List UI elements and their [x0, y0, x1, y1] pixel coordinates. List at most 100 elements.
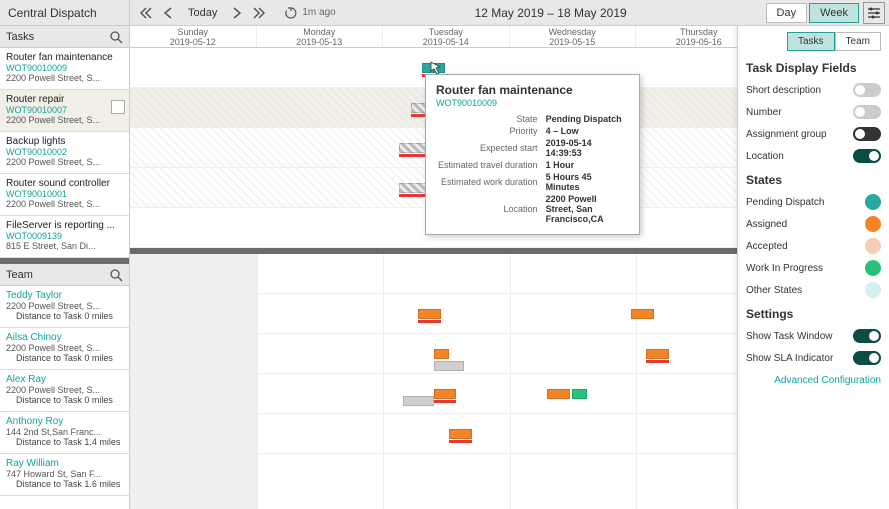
task-list: Router fan maintenance WOT90010009 2200 …	[0, 48, 129, 258]
state-label: Other States	[746, 285, 802, 296]
task-title: Router sound controller	[6, 178, 123, 189]
task-title: Router fan maintenance	[6, 52, 123, 63]
task-item[interactable]: Router repair WOT90010007 2200 Powell St…	[0, 90, 129, 132]
search-icon[interactable]	[109, 30, 123, 44]
team-member-name: Anthony Roy	[6, 416, 123, 427]
settings-tab-tasks[interactable]: Tasks	[787, 32, 835, 51]
display-field-label: Short description	[746, 85, 821, 96]
task-title: Backup lights	[6, 136, 123, 147]
team-member-location: 144 2nd St,San Franc...	[6, 427, 123, 437]
task-item[interactable]: FileServer is reporting ... WOT0009139 8…	[0, 216, 129, 258]
team-member-distance: Distance to Task 0 miles	[6, 311, 123, 321]
team-member-distance: Distance to Task 1.6 miles	[6, 479, 123, 489]
date-range: 12 May 2019 – 18 May 2019	[336, 6, 766, 20]
tooltip-field-value: 2200 Powell Street, San Francisco,CA	[546, 194, 627, 224]
team-panel-header: Team	[0, 264, 129, 286]
state-label: Pending Dispatch	[746, 197, 824, 208]
team-task-bar[interactable]	[547, 389, 570, 399]
toggle-switch[interactable]	[853, 105, 881, 119]
task-title: FileServer is reporting ...	[6, 220, 123, 231]
refresh-icon[interactable]	[285, 7, 297, 19]
task-item[interactable]: Backup lights WOT90010002 2200 Powell St…	[0, 132, 129, 174]
settings-tab-team[interactable]: Team	[835, 32, 881, 51]
settings-title: Settings	[746, 307, 881, 321]
toggle-switch[interactable]	[853, 149, 881, 163]
team-item[interactable]: Anthony Roy 144 2nd St,San Franc... Dist…	[0, 412, 129, 454]
team-member-name: Teddy Taylor	[6, 290, 123, 301]
tooltip-number: WOT90010009	[436, 98, 629, 108]
view-week-button[interactable]: Week	[809, 3, 859, 23]
state-color-dot	[865, 260, 881, 276]
team-task-bar[interactable]	[434, 361, 464, 371]
team-task-bar[interactable]	[418, 309, 441, 319]
settings-toggle-icon[interactable]	[863, 2, 885, 24]
team-member-location: 747 Howard St, San F...	[6, 469, 123, 479]
task-location: 2200 Powell Street, S...	[6, 157, 123, 167]
tasks-panel-header: Tasks	[0, 26, 129, 48]
toggle-switch[interactable]	[853, 351, 881, 365]
task-number: WOT90010001	[6, 189, 123, 199]
toggle-switch[interactable]	[853, 329, 881, 343]
tooltip-field-label: Priority	[438, 126, 544, 136]
team-task-bar[interactable]	[646, 349, 669, 359]
team-item[interactable]: Ailsa Chinoy 2200 Powell Street, S... Di…	[0, 328, 129, 370]
team-member-name: Ailsa Chinoy	[6, 332, 123, 343]
team-task-bar[interactable]	[403, 396, 433, 406]
task-number: WOT90010007	[6, 105, 123, 115]
sla-indicator	[646, 360, 669, 363]
state-color-dot	[865, 282, 881, 298]
display-field-label: Number	[746, 107, 782, 118]
settings-panel: Tasks Team Task Display Fields Short des…	[737, 26, 889, 509]
search-icon[interactable]	[109, 268, 123, 282]
team-item[interactable]: Alex Ray 2200 Powell Street, S... Distan…	[0, 370, 129, 412]
tooltip-field-value: 4 – Low	[546, 126, 627, 136]
tooltip-field-label: State	[438, 114, 544, 124]
state-color-dot	[865, 216, 881, 232]
advanced-config-link[interactable]: Advanced Configuration	[746, 375, 881, 386]
tasks-label: Tasks	[6, 31, 34, 43]
task-title: Router repair	[6, 94, 123, 105]
nav-prev-icon[interactable]	[158, 3, 178, 23]
nav-first-icon[interactable]	[136, 3, 156, 23]
nav-last-icon[interactable]	[249, 3, 269, 23]
team-item[interactable]: Teddy Taylor 2200 Powell Street, S... Di…	[0, 286, 129, 328]
state-color-dot	[865, 194, 881, 210]
toggle-switch[interactable]	[853, 127, 881, 141]
app-title: Central Dispatch	[0, 0, 130, 25]
team-task-bar[interactable]	[434, 349, 449, 359]
tooltip-field-label: Estimated work duration	[438, 172, 544, 192]
team-list: Teddy Taylor 2200 Powell Street, S... Di…	[0, 286, 129, 496]
tooltip-field-value: 2019-05-14 14:39:53	[546, 138, 627, 158]
setting-label: Show Task Window	[746, 331, 833, 342]
task-location: 815 E Street, San Di...	[6, 241, 123, 251]
task-location: 2200 Powell Street, S...	[6, 73, 123, 83]
view-day-button[interactable]: Day	[766, 3, 808, 23]
task-number: WOT0009139	[6, 231, 123, 241]
tooltip-field-value: Pending Dispatch	[546, 114, 627, 124]
team-member-distance: Distance to Task 1.4 miles	[6, 437, 123, 447]
sla-indicator	[418, 320, 441, 323]
task-bar[interactable]	[422, 63, 445, 73]
task-location: 2200 Powell Street, S...	[6, 199, 123, 209]
tooltip-table: StatePending DispatchPriority4 – LowExpe…	[436, 112, 629, 226]
day-column-header: Wednesday2019-05-15	[510, 26, 637, 47]
team-task-bar[interactable]	[449, 429, 472, 439]
task-number: WOT90010002	[6, 147, 123, 157]
task-item[interactable]: Router sound controller WOT90010001 2200…	[0, 174, 129, 216]
team-item[interactable]: Ray William 747 Howard St, San F... Dist…	[0, 454, 129, 496]
state-label: Work In Progress	[746, 263, 823, 274]
nav-next-icon[interactable]	[227, 3, 247, 23]
toggle-switch[interactable]	[853, 83, 881, 97]
refresh-area[interactable]: 1m ago	[285, 7, 335, 19]
tooltip-field-label: Estimated travel duration	[438, 160, 544, 170]
team-task-bar[interactable]	[434, 389, 457, 399]
day-column-header: Tuesday2019-05-14	[383, 26, 510, 47]
team-member-distance: Distance to Task 0 miles	[6, 353, 123, 363]
team-task-bar[interactable]	[631, 309, 654, 319]
task-item[interactable]: Router fan maintenance WOT90010009 2200 …	[0, 48, 129, 90]
display-field-label: Location	[746, 151, 784, 162]
today-button[interactable]: Today	[180, 7, 225, 19]
team-task-bar[interactable]	[572, 389, 587, 399]
assign-icon[interactable]	[111, 100, 125, 114]
right-column: Sunday2019-05-12Monday2019-05-13Tuesday2…	[130, 26, 889, 509]
